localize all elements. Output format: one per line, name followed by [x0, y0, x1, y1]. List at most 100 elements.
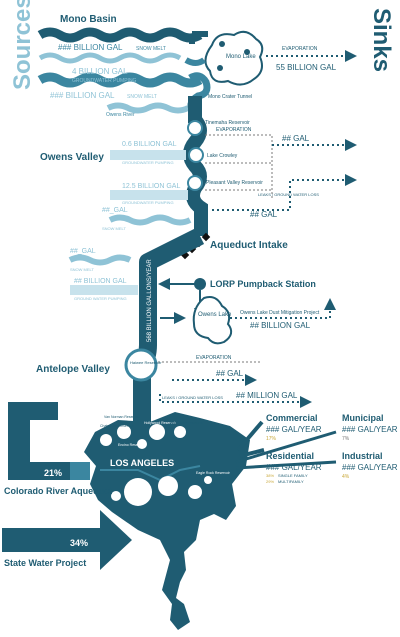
res-big-3 [188, 485, 202, 499]
mono-snow2-tag: SNOW MELT [127, 94, 157, 100]
owens-gw2-value: 12.5 BILLION GAL [122, 183, 180, 190]
owens-lake-dust-arrow [230, 298, 336, 319]
owens-leaks-tag: LEAKS / GROUND WATER LOSS [258, 192, 319, 197]
mono-evap-value: 55 BILLION GAL [276, 63, 337, 72]
tinemaha-node [187, 120, 203, 136]
owens-leaks-value: ## GAL [250, 210, 278, 219]
owens-river-label: Owens River [106, 112, 135, 118]
mono-evap-tag: EVAPORATION [282, 46, 318, 52]
mono-inflow-2 [37, 72, 203, 88]
residential-single: SINGLE FAMILY [278, 473, 308, 478]
owens-lake-label: Owens Lake [198, 312, 232, 318]
colorado-label-1: Colorado River Aqueduct [4, 486, 112, 496]
residential-multi: MULTIFAMILY [278, 479, 304, 484]
owens-snow-inflow [108, 214, 192, 226]
residential-single-pct: 38% [266, 473, 274, 478]
residential-multi-pct: 29% [266, 479, 274, 484]
res-encino-label: Encino Reservoir [118, 443, 145, 447]
industrial-label: Industrial [342, 451, 383, 461]
residential-value: ### GAL/YEAR [266, 463, 322, 472]
res-hollywood [149, 424, 165, 440]
sources-header: Sources [9, 0, 36, 90]
dust-label: Owens Lake Dust Mitigation Project [240, 310, 320, 316]
mono-snow-value: ### BILLION GAL [58, 43, 123, 52]
crowley-label: Lake Crowley [207, 153, 238, 159]
intake-snow-inflow [68, 254, 132, 266]
main-aqueduct-channel [183, 96, 208, 236]
antelope-leaks-value: ## MILLION GAL [236, 391, 298, 400]
mono-gw-tag: GROUNDWATER PUMPING [72, 78, 137, 84]
res-van-norman [117, 425, 131, 439]
mono-lake-label: Mono Lake [226, 54, 256, 60]
antelope-evap-tag: EVAPORATION [196, 355, 232, 361]
res-small-1 [111, 491, 121, 501]
owens-gw1-tag: GROUNDWATER PUMPING [122, 160, 174, 165]
mono-snow-tag: SNOW MELT [136, 46, 166, 52]
colorado-river-aqueduct-shape [8, 402, 70, 480]
intake-gw-value: ## BILLION GAL [74, 278, 127, 285]
owens-gw2-tag: GROUNDWATER PUMPING [122, 200, 174, 205]
res-hollywood-label: Hollywood Reservoir [144, 421, 177, 425]
res-silver [174, 426, 186, 438]
res-eagle [204, 476, 212, 484]
res-big-2 [158, 476, 178, 496]
mono-tunnel-label: Mono Crater Tunnel [208, 94, 252, 100]
swp-label: State Water Project [4, 558, 86, 568]
owens-leaks-arrow [212, 174, 357, 211]
intake-label: Aqueduct Intake [210, 240, 288, 251]
state-water-project-arrow [2, 510, 132, 570]
los-angeles-label: LOS ANGELES [110, 458, 174, 468]
res-chatsworth-label: Chatsworth Reservoir [100, 424, 134, 428]
mono-pipe [188, 31, 208, 44]
res-chatsworth [100, 434, 112, 446]
colorado-pct: 21% [44, 468, 62, 478]
aqueduct-flow-label: 568 BILLION GALLONS/YEAR [147, 259, 153, 342]
res-van-norman-label: Van Norman Reservoir [104, 415, 140, 419]
commercial-label: Commercial [266, 413, 318, 423]
res-eagle-label: Eagle Rock Reservoir [196, 471, 231, 475]
owens-snow-tag: SNOW MELT [102, 226, 126, 231]
owens-lake-shape [192, 296, 233, 345]
antelope-region-label: Antelope Valley [36, 364, 110, 375]
mono-inflow-groundwater [38, 52, 182, 64]
mono-snow2-value: ### BILLION GAL [50, 91, 115, 100]
pleasant-node [187, 175, 203, 191]
mono-gw-value: 4 BILLION GAL [72, 67, 128, 76]
municipal-label: Municipal [342, 413, 384, 423]
industrial-value: ### GAL/YEAR [342, 463, 398, 472]
intake-gw-tag: GROUND WATER PUMPING [74, 296, 127, 301]
intake-snow-value: ##_GAL [70, 248, 96, 255]
commercial-pct: 17% [266, 436, 277, 442]
owens-region-label: Owens Valley [40, 152, 104, 163]
mono-region-label: Mono Basin [60, 14, 117, 25]
owens-snow-value: ##_GAL [102, 207, 128, 214]
municipal-pct: 7% [342, 436, 350, 442]
los-angeles-map [84, 412, 250, 630]
antelope-leaks-tag: LEAKS / GROUND WATER LOSS [162, 395, 223, 400]
owens-river-inflow [106, 102, 190, 114]
municipal-value: ### GAL/YEAR [342, 425, 398, 434]
industrial-pct: 4% [342, 474, 350, 480]
tinemaha-label: Tinemaha Reservoir [205, 120, 250, 126]
residential-label: Residential [266, 451, 314, 461]
swp-pct: 34% [70, 538, 88, 548]
sinks-header: Sinks [368, 8, 395, 72]
haiwee-node [124, 348, 158, 382]
dust-value: ## BILLION GAL [250, 321, 311, 330]
commercial-value: ### GAL/YEAR [266, 425, 322, 434]
pleasant-label: Pleasant Valley Reservoir [206, 180, 263, 186]
intake-snow-tag: SNOW MELT [70, 267, 94, 272]
owens-evap-tag: EVAPORATION [216, 127, 252, 133]
lorp-label: LORP Pumpback Station [210, 279, 316, 289]
haiwee-label: Haiwee Reservoir [130, 360, 162, 365]
demand-branches [235, 420, 337, 470]
crowley-node [188, 147, 204, 163]
res-silver-label: Silver Lake Reservoir [170, 421, 204, 425]
res-big-1 [124, 478, 152, 506]
owens-evap-value: ## GAL [282, 134, 310, 143]
owens-gw1-value: 0.6 BILLION GAL [122, 141, 177, 148]
res-encino [137, 439, 147, 449]
mono-inflow-1 [37, 27, 203, 43]
antelope-evap-value: ## GAL [216, 369, 244, 378]
